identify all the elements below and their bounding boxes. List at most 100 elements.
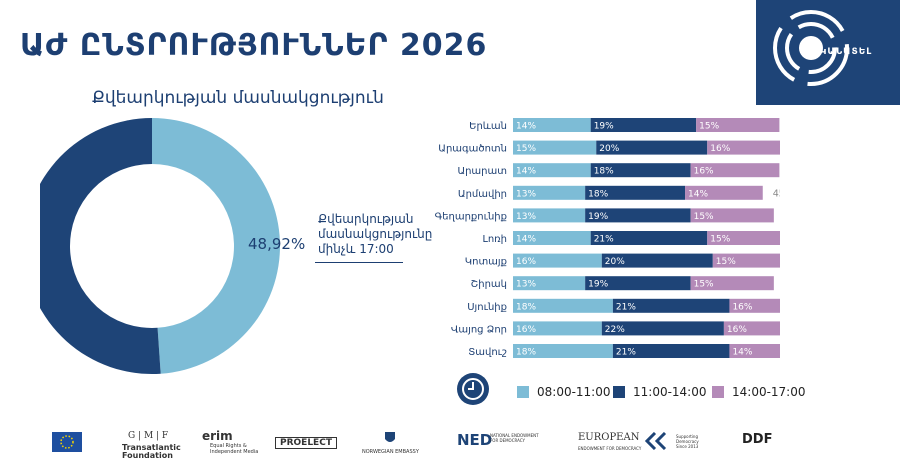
bar-segment <box>690 163 780 178</box>
bar-value-label: 14% <box>732 348 752 358</box>
sponsor-erim-sub: Equal Rights & Independent Media <box>210 443 259 455</box>
bar-value-label: 19% <box>588 280 608 290</box>
bar-segment <box>690 208 774 223</box>
regional-turnout-chart: Երևան14%19%15%49%Արագածոտն15%20%16%51%Ար… <box>435 118 780 358</box>
bar-segment <box>601 321 724 336</box>
region-label: Գեղարքունիք <box>435 211 507 222</box>
bar-segment <box>696 118 780 132</box>
bar-value-label: 15% <box>694 280 714 290</box>
bar-value-label: 13% <box>516 189 536 199</box>
bar-segment <box>612 344 730 358</box>
bar-value-label: 18% <box>594 167 614 177</box>
bar-segment <box>513 140 597 155</box>
sponsor-european: EUROPEAN <box>578 432 640 443</box>
legend-swatch-3 <box>712 386 724 398</box>
bar-value-label: 14% <box>516 167 536 177</box>
bar-segment <box>513 118 591 132</box>
bar-segment <box>513 321 602 336</box>
sponsor-gmf: G | M | F <box>128 431 169 441</box>
donut-slice-remaining <box>40 118 161 374</box>
sponsor-european-sub: ENDOWMENT FOR DEMOCRACY <box>578 446 642 451</box>
sponsor-ned: NED <box>457 431 493 449</box>
region-label: Կոտայք <box>465 257 507 268</box>
bar-segment <box>612 298 730 313</box>
bar-segment <box>596 140 708 155</box>
sponsor-footer: G | M | F Transatlantic Foundation erim … <box>0 428 900 468</box>
bar-value-label: 16% <box>710 144 730 154</box>
sponsor-european-sup: Supporting Democracy Since 2013 <box>676 434 699 449</box>
bar-segment <box>585 185 686 200</box>
bar-value-label: 21% <box>594 235 614 245</box>
bar-segment <box>513 185 586 200</box>
bar-value-label: 14% <box>688 189 708 199</box>
region-label: Արմավիր <box>458 189 507 200</box>
bar-segment <box>712 253 780 268</box>
bar-value-label: 13% <box>516 280 536 290</box>
bar-segment <box>723 321 780 336</box>
bar-segment <box>513 253 602 268</box>
bar-segment <box>513 231 591 245</box>
bar-segment <box>729 298 780 313</box>
bar-value-label: 15% <box>710 235 730 245</box>
bar-segment <box>585 208 691 223</box>
bar-value-label: 20% <box>599 144 619 154</box>
bar-value-label: 15% <box>516 144 536 154</box>
bar-value-label: 15% <box>699 122 719 132</box>
bar-value-label: 21% <box>616 348 636 358</box>
bar-value-label: 20% <box>605 257 625 267</box>
logo-text: ԿԱՆԱՏԵԼ <box>820 47 873 57</box>
donut-label: Քվեարկության մասնակցությունը մինչև 17:00 <box>318 212 433 256</box>
bar-value-label: 13% <box>516 212 536 222</box>
region-label: Շիրակ <box>471 279 507 290</box>
region-label: Տավուշ <box>468 347 507 358</box>
ede-arrow-icon <box>645 432 667 450</box>
region-label: Լոռի <box>483 234 508 245</box>
legend-swatch-2 <box>613 386 625 398</box>
bar-value-label: 15% <box>694 212 714 222</box>
logo-circle-icon <box>773 10 849 86</box>
bar-value-label: 21% <box>616 302 636 312</box>
turnout-donut <box>40 118 281 374</box>
bar-value-label: 16% <box>516 325 536 335</box>
sponsor-ned-sub: NATIONAL ENDOWMENT FOR DEMOCRACY <box>490 433 539 443</box>
region-label: Երևան <box>469 121 507 132</box>
legend-label-3: 14:00-17:00 <box>732 385 806 399</box>
bar-segment <box>590 231 708 245</box>
bar-segment <box>513 276 586 291</box>
bar-segment <box>601 253 713 268</box>
donut-callout-line <box>315 262 403 263</box>
bar-segment <box>513 298 613 313</box>
sponsor-proelect: PROELECT <box>275 437 337 449</box>
sponsor-norway: NORWEGIAN EMBASSY <box>362 449 419 455</box>
bar-value-label: 16% <box>694 167 714 177</box>
bar-value-label: 15% <box>716 257 736 267</box>
page-title: ԱԺ ԸՆՏՐՈՒԹՅՈՒՆՆԵՐ 2026 <box>20 28 488 63</box>
bar-segment <box>729 344 780 358</box>
brand-logo: ԿԱՆԱՏԵԼ <box>756 0 900 105</box>
clock-icon <box>457 373 489 405</box>
sponsor-ddf: DDF <box>742 432 773 447</box>
bar-value-label: 16% <box>732 302 752 312</box>
bar-segment <box>707 231 780 245</box>
bar-value-label: 18% <box>588 189 608 199</box>
bar-value-label: 19% <box>594 122 614 132</box>
bar-segment <box>513 208 586 223</box>
bar-value-label: 16% <box>516 257 536 267</box>
bar-segment <box>685 185 763 200</box>
norway-crest-icon <box>385 432 395 442</box>
region-label: Արագածոտն <box>438 144 507 155</box>
bar-value-label: 18% <box>516 302 536 312</box>
bar-segment <box>513 344 613 358</box>
bar-segment <box>707 140 780 155</box>
sponsor-gmf-name: Transatlantic Foundation <box>122 443 181 460</box>
donut-value: 48,92% <box>248 235 306 253</box>
bar-value-label: 16% <box>727 325 747 335</box>
bar-segment <box>590 163 691 178</box>
total-label: 45% <box>773 188 780 199</box>
bar-value-label: 14% <box>516 122 536 132</box>
bar-value-label: 19% <box>588 212 608 222</box>
bar-segment <box>690 276 774 291</box>
legend-swatch-1 <box>517 386 529 398</box>
page-subtitle: Քվեարկության մասնակցություն <box>92 88 384 108</box>
donut-slice-turnout <box>152 118 281 374</box>
